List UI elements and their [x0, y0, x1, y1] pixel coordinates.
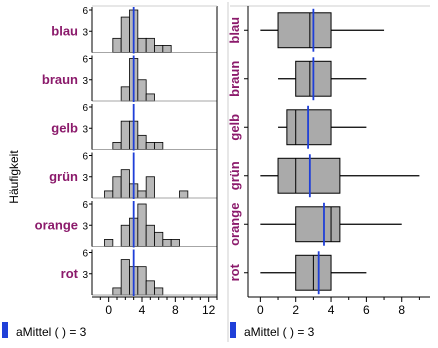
y-tick-label: 3: [82, 221, 88, 232]
left-y-axis-label: Häufigkeit: [7, 150, 21, 204]
footer-bar: aMittel ( ) = 3 aMittel ( ) = 3: [2, 322, 315, 339]
y-tick-label: 6: [82, 200, 88, 211]
y-tick-label: 6: [82, 103, 88, 114]
histogram-bar: [170, 239, 180, 247]
boxplot-row-grün: grün: [227, 154, 420, 198]
histogram-bar: [154, 287, 164, 296]
y-tick-label: 6: [82, 152, 88, 163]
histogram-bar: [162, 239, 172, 247]
histogram-panel-orange: 3 6 orange: [35, 200, 217, 248]
histogram-bar: [154, 231, 164, 247]
category-label: gelb: [227, 114, 242, 141]
histogram-bar: [120, 120, 130, 150]
category-label: gelb: [51, 120, 78, 135]
category-label: blau: [51, 23, 78, 38]
histogram-bar: [137, 134, 147, 150]
x-tick-label: 6: [363, 303, 370, 317]
boxplot-row-rot: rot: [227, 251, 367, 295]
box: [277, 12, 332, 49]
histogram-bar: [179, 190, 189, 199]
histogram-bar: [137, 203, 147, 247]
histogram-bar: [145, 142, 155, 150]
histogram-bar: [120, 224, 130, 247]
y-tick-label: 3: [82, 27, 88, 38]
boxplot-row-gelb: gelb: [227, 105, 367, 149]
y-tick-label: 3: [82, 270, 88, 281]
box: [295, 206, 341, 243]
right-footer-marker: [230, 322, 236, 338]
histogram-bar: [145, 93, 155, 102]
histogram-bar: [137, 266, 147, 296]
boxplot-panel: blau braun gelb grün orange rot 0 2 4 6 8: [227, 2, 430, 342]
y-tick-label: 6: [82, 55, 88, 66]
boxplot-row-orange: orange: [227, 203, 402, 246]
histogram-bar: [112, 287, 122, 296]
y-tick-label: 3: [82, 76, 88, 87]
histogram-bar: [137, 79, 147, 102]
boxplot-row-braun: braun: [227, 57, 367, 101]
histogram-panel-braun: 3 6 braun: [42, 55, 217, 102]
category-label: orange: [227, 203, 242, 246]
y-tick-label: 3: [82, 173, 88, 184]
histogram-panel-gelb: 3 6 gelb: [51, 103, 217, 151]
histogram-bar: [104, 239, 114, 247]
histogram-bar: [145, 37, 155, 53]
histogram-bar: [120, 16, 130, 53]
boxplot-row-blau: blau: [227, 8, 385, 52]
category-label: blau: [227, 17, 242, 44]
x-tick-label: 4: [328, 303, 335, 317]
histogram-bar: [112, 176, 122, 199]
histogram-bar: [120, 169, 130, 199]
histogram-bar: [145, 224, 155, 247]
histogram-bar: [154, 45, 164, 53]
right-footer-text: aMittel ( ) = 3: [244, 325, 315, 339]
category-label: braun: [42, 72, 78, 87]
y-tick-label: 3: [82, 124, 88, 135]
category-label: rot: [61, 266, 79, 281]
category-label: grün: [227, 161, 242, 190]
histogram-bar: [112, 142, 122, 150]
histogram-bar: [137, 37, 147, 53]
histogram-bar: [112, 37, 122, 53]
left-footer-text: aMittel ( ) = 3: [16, 325, 87, 339]
histogram-bar: [120, 86, 130, 102]
x-tick-label: 4: [139, 303, 146, 317]
histogram-panel-blau: 3 6 blau: [51, 6, 217, 54]
x-tick-label: 8: [172, 303, 179, 317]
histogram-bar: [154, 142, 164, 150]
category-label: orange: [35, 217, 78, 232]
y-tick-label: 6: [82, 6, 88, 17]
category-label: grün: [49, 169, 78, 184]
category-label: rot: [227, 263, 242, 281]
x-tick-label: 8: [398, 303, 405, 317]
left-footer-marker: [2, 322, 8, 338]
y-tick-label: 6: [82, 249, 88, 260]
histogram-bar: [162, 45, 172, 53]
histogram-bar: [145, 176, 155, 199]
x-tick-label: 0: [257, 303, 264, 317]
histogram-bar: [145, 280, 155, 296]
category-label: braun: [227, 61, 242, 97]
x-tick-label: 0: [105, 303, 112, 317]
x-tick-label: 2: [292, 303, 299, 317]
histogram-bar: [104, 190, 114, 199]
histogram-bar: [137, 190, 147, 199]
histogram-panel-grün: 3 6 grün: [49, 152, 217, 199]
histogram-bar: [120, 259, 130, 296]
x-tick-label: 12: [202, 303, 216, 317]
